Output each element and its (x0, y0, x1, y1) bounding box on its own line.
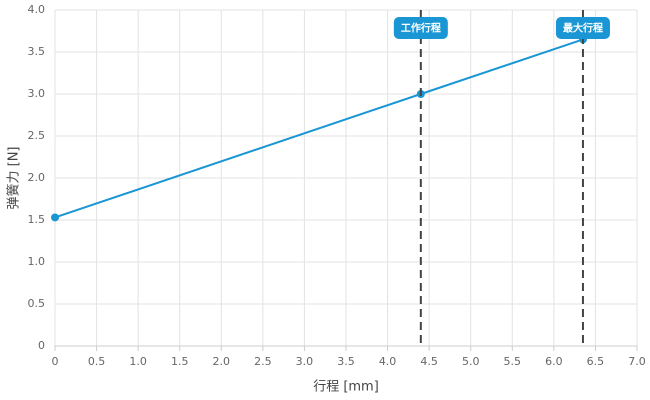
y-tick-label: 1.0 (28, 255, 46, 268)
x-tick-label: 5.5 (504, 355, 522, 368)
y-tick-label: 1.5 (28, 213, 46, 226)
x-tick-label: 1.0 (129, 355, 147, 368)
y-tick-label: 0 (38, 339, 45, 352)
y-tick-label: 4.0 (28, 3, 46, 16)
x-tick-label: 3.0 (296, 355, 314, 368)
x-tick-label: 5.0 (462, 355, 480, 368)
data-point (51, 213, 59, 222)
x-tick-label: 3.5 (337, 355, 355, 368)
annotation-label: 工作行程 (401, 22, 441, 35)
y-tick-label: 0.5 (28, 297, 46, 310)
x-axis-title: 行程 [mm] (313, 380, 379, 395)
x-tick-label: 4.5 (420, 355, 438, 368)
y-axis-title: 弹簧力 [N] (6, 146, 22, 209)
y-tick-label: 2.5 (28, 129, 46, 142)
x-tick-label: 7.0 (628, 355, 646, 368)
data-line (54, 38, 584, 219)
x-tick-label: 4.0 (379, 355, 397, 368)
x-tick-label: 6.5 (587, 355, 605, 368)
y-tick-label: 3.0 (28, 87, 46, 100)
annotation-label: 最大行程 (563, 22, 603, 35)
x-tick-label: 2.0 (213, 355, 231, 368)
x-tick-label: 1.5 (171, 355, 189, 368)
x-tick-label: 0 (52, 355, 59, 368)
x-tick-label: 6.0 (545, 355, 563, 368)
annotation-box (555, 17, 610, 39)
y-tick-label: 2.0 (28, 171, 46, 184)
y-tick-label: 3.5 (28, 45, 46, 58)
x-tick-label: 2.5 (254, 355, 272, 368)
annotation-box (393, 17, 448, 39)
x-tick-label: 0.5 (88, 355, 106, 368)
